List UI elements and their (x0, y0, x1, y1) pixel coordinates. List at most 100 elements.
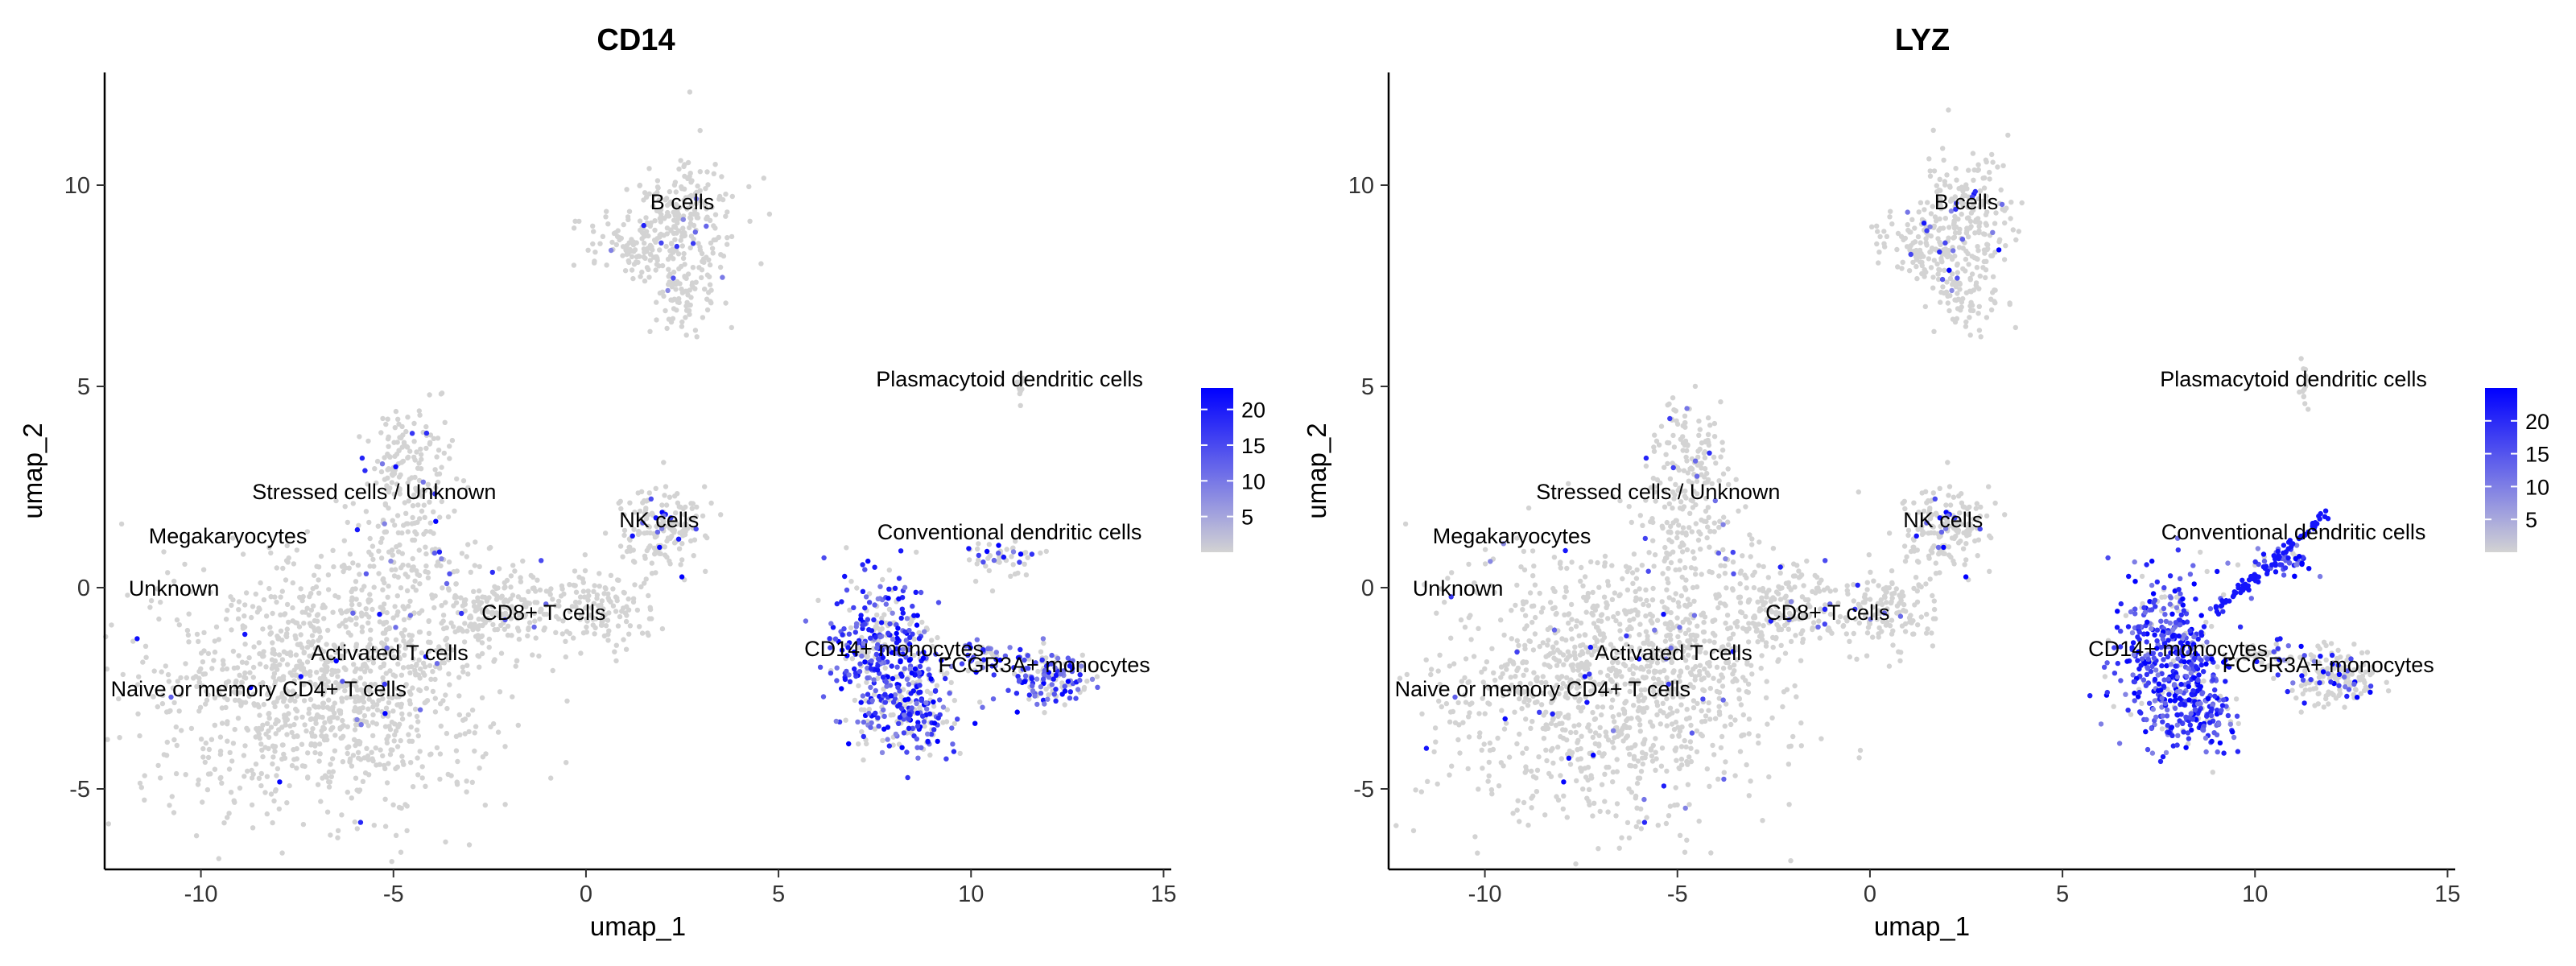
cell-point (667, 535, 673, 542)
cell-point (403, 510, 409, 516)
cell-point (857, 669, 863, 675)
cell-point (1576, 722, 1582, 728)
cell-point (1929, 630, 1934, 636)
cell-point (415, 502, 421, 508)
cell-point (1630, 580, 1636, 586)
cell-point (646, 490, 652, 496)
cell-point (664, 554, 670, 560)
cell-point (422, 700, 427, 706)
cell-point (420, 660, 427, 666)
cell-point (894, 635, 900, 642)
cell-point (406, 563, 411, 568)
cell-point (896, 596, 902, 602)
cell-point (872, 564, 877, 570)
cell-point (312, 572, 317, 578)
cell-point (1674, 530, 1681, 535)
cell-point (320, 775, 325, 781)
cell-point (459, 551, 465, 556)
cell-point (612, 649, 617, 654)
cell-point (729, 324, 734, 331)
cell-point (495, 729, 502, 735)
cell-point (882, 700, 889, 705)
cell-point (1635, 758, 1641, 764)
cell-point (184, 675, 189, 681)
cell-point (204, 697, 210, 703)
cell-point (1627, 762, 1633, 769)
cell-point (1898, 595, 1904, 601)
cell-point (394, 481, 400, 487)
cell-point (1689, 529, 1695, 535)
cell-point (1053, 698, 1059, 704)
cell-point (452, 595, 458, 601)
cell-point (917, 678, 923, 684)
cell-point (1596, 749, 1602, 756)
cell-point (446, 559, 452, 565)
cell-point (1683, 744, 1689, 750)
cell-point (842, 573, 848, 580)
cell-point (1756, 740, 1761, 746)
cell-point (692, 328, 699, 333)
cell-point (374, 480, 379, 486)
cell-point (1580, 786, 1586, 792)
cell-point (1586, 799, 1591, 804)
cell-point (464, 789, 469, 795)
cell-point (374, 707, 381, 713)
cell-point (235, 716, 242, 721)
cell-point (357, 652, 363, 658)
cell-point (292, 633, 298, 638)
cell-point (1583, 632, 1588, 638)
cell-point (898, 615, 904, 621)
cell-point (646, 233, 651, 239)
cell-point (1514, 667, 1520, 674)
cell-point (360, 695, 366, 700)
cell-point (278, 628, 284, 634)
cell-point (1439, 586, 1444, 592)
cell-point (610, 586, 616, 592)
cell-point (1705, 431, 1711, 437)
cell-point (447, 456, 452, 461)
cell-point (266, 585, 272, 592)
cell-point (436, 549, 443, 555)
cell-point (308, 607, 315, 613)
cell-point (1732, 773, 1738, 778)
cell-point (396, 448, 402, 453)
cell-point (285, 688, 291, 695)
cell-point (1707, 423, 1713, 428)
cell-point (1022, 657, 1027, 663)
cell-point (626, 259, 632, 266)
cell-point (1595, 559, 1600, 566)
cell-point (1724, 613, 1731, 618)
cell-point (382, 651, 388, 657)
cell-point (362, 669, 368, 675)
cell-point (197, 704, 204, 710)
cell-point (667, 522, 672, 528)
cell-point (586, 592, 592, 599)
cell-point (367, 592, 373, 597)
cell-point (894, 630, 899, 637)
cell-point (832, 636, 839, 642)
x-tick-label: 5 (772, 881, 785, 907)
cell-point (383, 671, 389, 676)
cell-point (1649, 620, 1655, 625)
cell-point (222, 683, 229, 690)
cell-point (1530, 548, 1536, 554)
cell-point (405, 480, 411, 486)
cell-point (438, 723, 444, 729)
cell-point (1672, 679, 1678, 684)
cell-point (1800, 628, 1806, 634)
cell-point (1447, 772, 1452, 778)
cell-point (1662, 544, 1668, 551)
cell-point (365, 438, 371, 444)
cell-point (1725, 519, 1731, 525)
cell-point (1563, 694, 1568, 700)
cell-point (357, 706, 363, 712)
cell-point (616, 500, 621, 506)
cell-point (1723, 759, 1728, 765)
cell-point (677, 530, 683, 536)
cell-point (1876, 583, 1881, 588)
cell-point (1545, 626, 1551, 633)
cell-point (416, 408, 422, 414)
cell-point (1701, 675, 1707, 681)
cell-point (1476, 734, 1483, 740)
cell-point (411, 656, 416, 662)
